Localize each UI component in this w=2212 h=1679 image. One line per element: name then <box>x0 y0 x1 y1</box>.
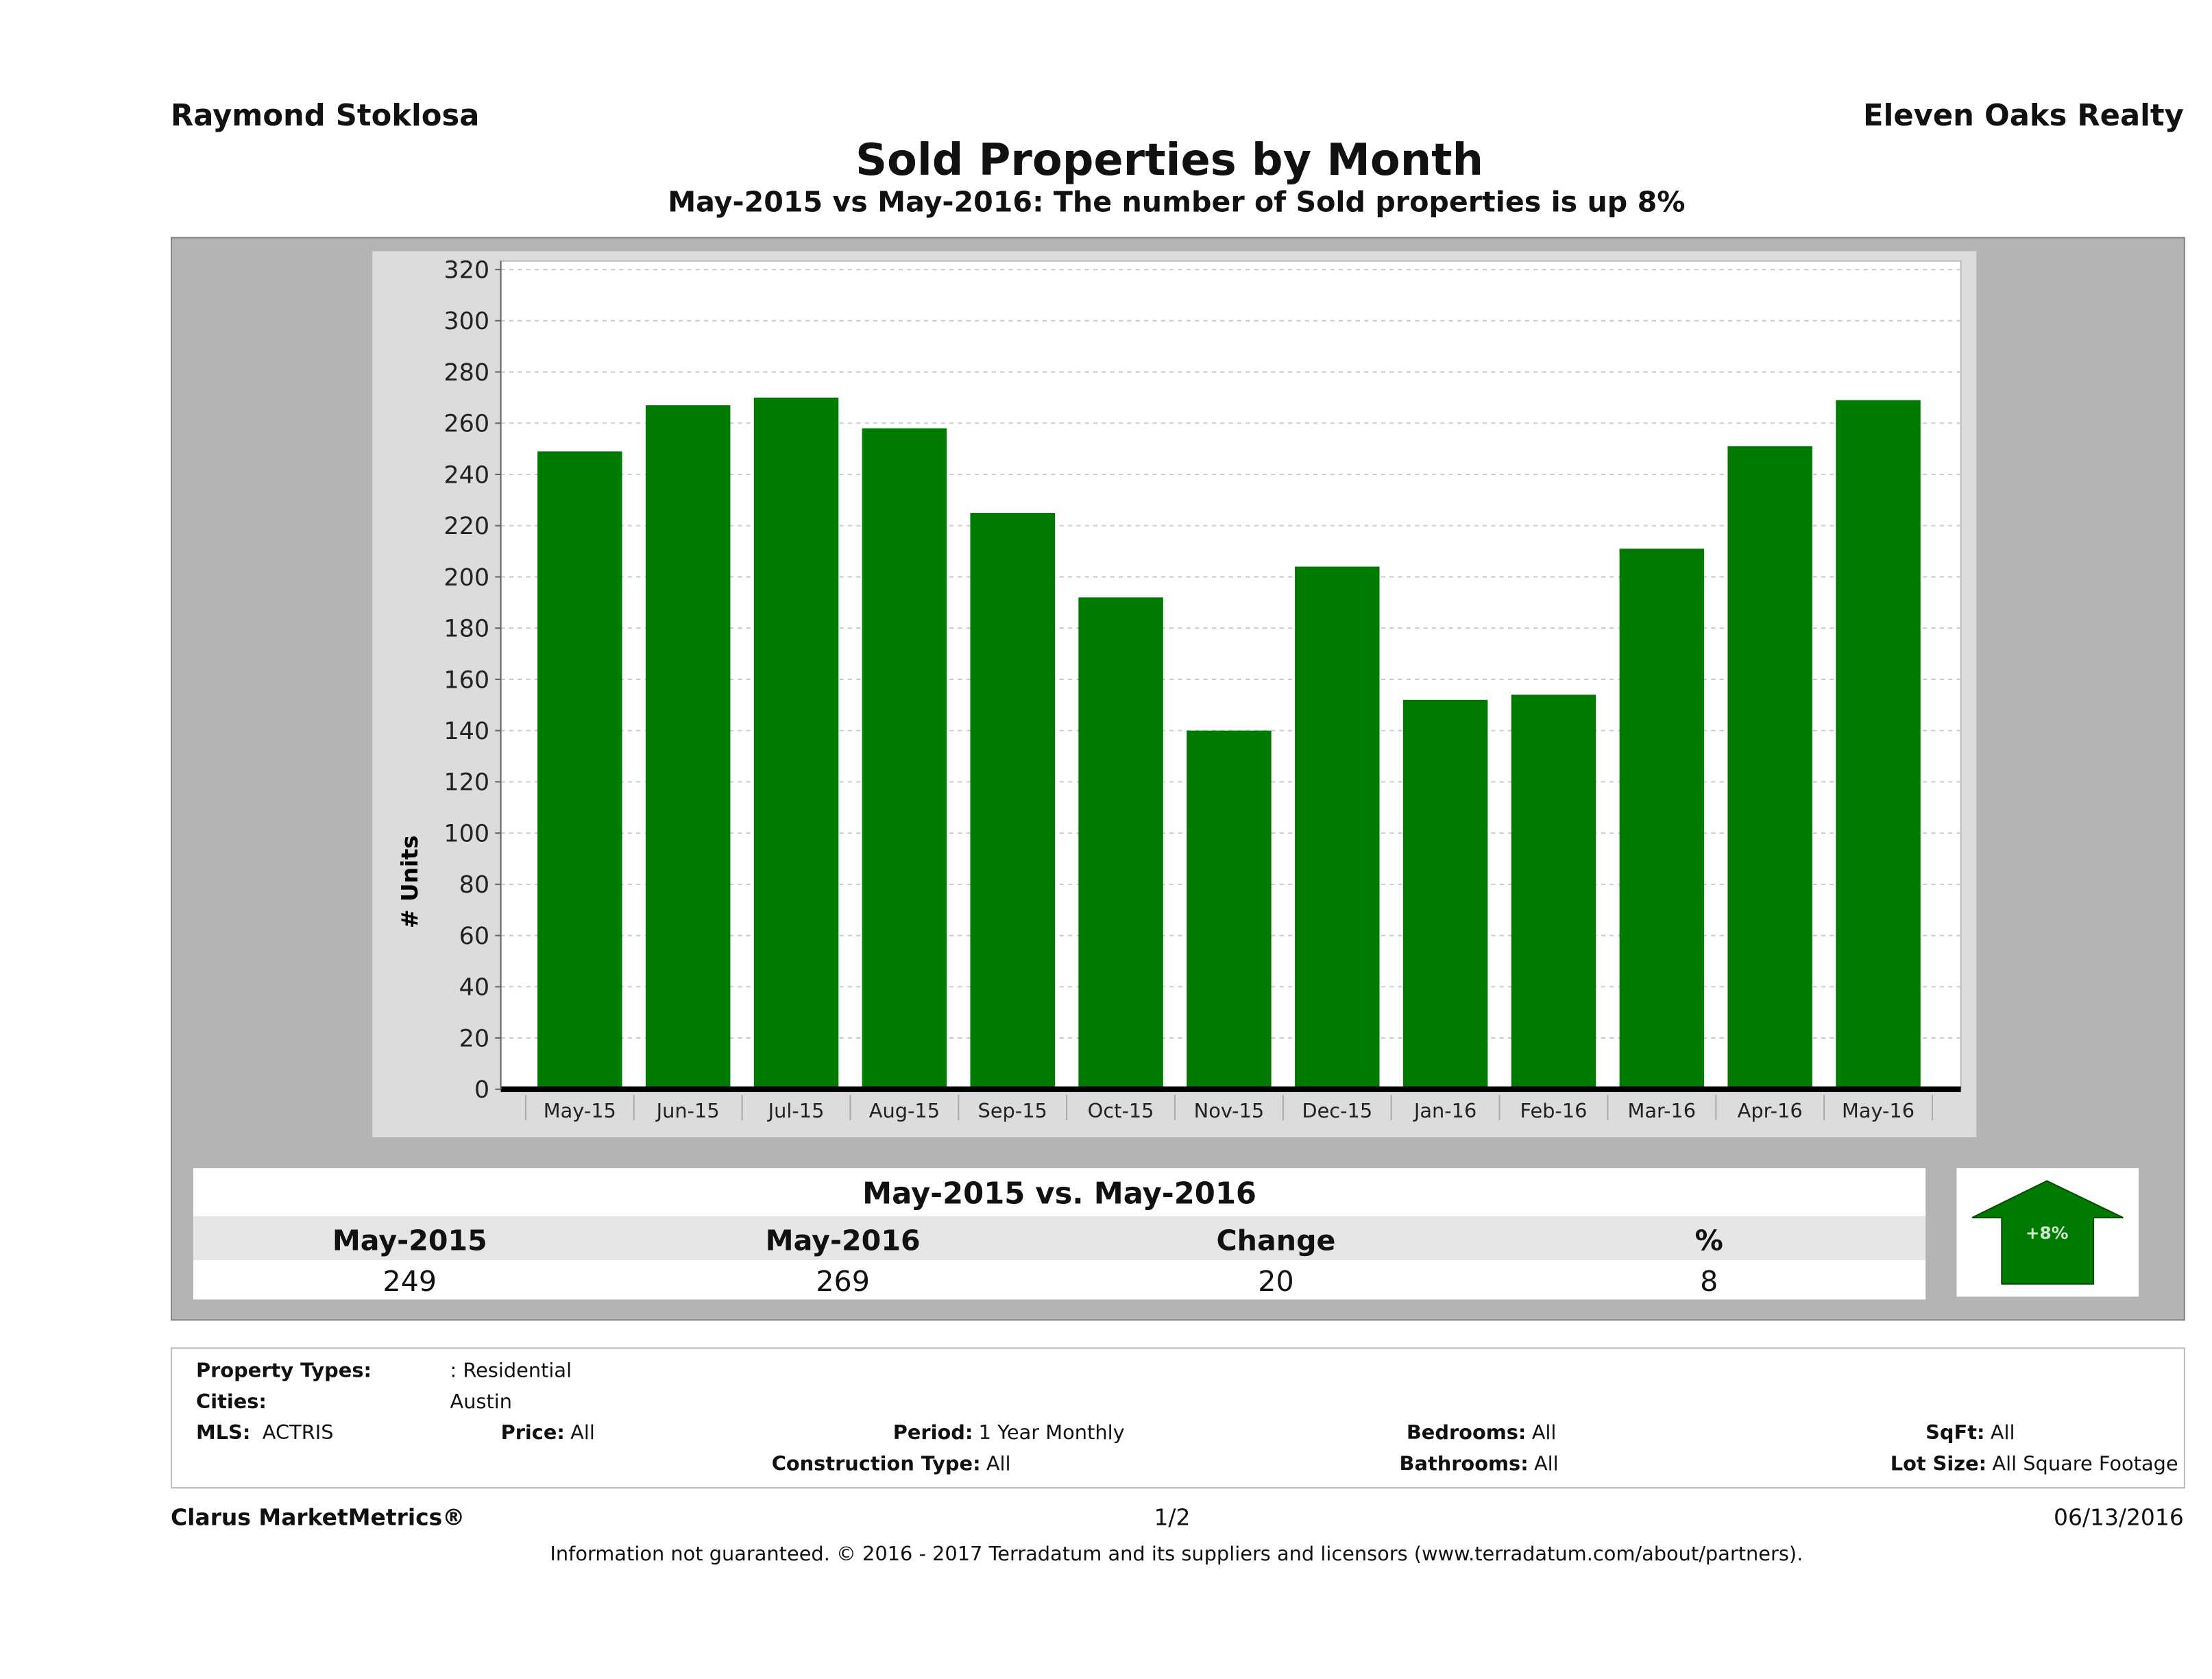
bar <box>1511 694 1596 1089</box>
filters-box: Property Types: : Residential Cities: Au… <box>171 1347 2185 1489</box>
y-tick-label: 140 <box>443 718 489 745</box>
x-tick-label: Oct-15 <box>1088 1099 1154 1122</box>
bar <box>753 397 839 1089</box>
filter-label: Lot Size: <box>1890 1453 1987 1476</box>
x-tick-label: Sep-15 <box>978 1099 1047 1122</box>
summary-header-row: May-2015 May-2016 Change % <box>193 1216 1926 1260</box>
x-tick-label: May-15 <box>544 1099 616 1122</box>
change-badge: +8% <box>1956 1168 2139 1297</box>
x-tick-label: Aug-15 <box>869 1099 940 1122</box>
report-date: 06/13/2016 <box>2053 1503 2184 1531</box>
y-tick-label: 120 <box>443 769 489 797</box>
bar <box>1727 446 1812 1089</box>
filter-label: MLS: <box>196 1422 251 1445</box>
agent-name: Raymond Stoklosa <box>171 99 480 133</box>
filter-value: All <box>1533 1453 1559 1476</box>
x-tick-label: Mar-16 <box>1628 1099 1697 1122</box>
summary-value: 269 <box>816 1264 870 1298</box>
x-tick-label: Dec-15 <box>1302 1099 1372 1122</box>
filter-label: Property Types: <box>196 1360 372 1383</box>
filter-label: Bedrooms: <box>1406 1422 1527 1445</box>
filter-label: Period: <box>892 1422 973 1445</box>
x-tick-label: Jun-15 <box>655 1099 720 1122</box>
arrow-up-icon: +8% <box>1971 1180 2124 1285</box>
bar <box>1619 548 1705 1089</box>
filter-value: All <box>1990 1422 2015 1445</box>
y-tick-label: 60 <box>459 923 490 950</box>
bar <box>862 428 947 1089</box>
bar <box>1836 400 1921 1089</box>
summary-value: 8 <box>1700 1264 1718 1298</box>
filter-value: All <box>986 1453 1011 1476</box>
y-tick-label: 80 <box>459 871 490 899</box>
bar <box>645 405 731 1089</box>
bar <box>970 513 1055 1089</box>
summary-value: 20 <box>1258 1264 1294 1298</box>
y-tick-label: 160 <box>443 666 489 694</box>
x-tick-label: Nov-15 <box>1194 1099 1264 1122</box>
y-tick-label: 0 <box>474 1076 489 1104</box>
bar <box>1402 699 1488 1089</box>
summary-header: May-2015 <box>332 1223 487 1257</box>
page-number: 1/2 <box>1154 1503 1191 1531</box>
y-tick-label: 320 <box>443 256 489 284</box>
page-title: Sold Properties by Month <box>855 135 1484 186</box>
summary-title: May-2015 vs. May-2016 <box>193 1168 1926 1216</box>
page-subtitle: May-2015 vs May-2016: The number of Sold… <box>668 184 1686 219</box>
summary-header: % <box>1694 1223 1723 1257</box>
filter-label: Construction Type: <box>771 1453 981 1476</box>
filter-value: All Square Footage <box>1992 1453 2178 1476</box>
x-tick-label: Feb-16 <box>1520 1099 1587 1122</box>
filter-value: ACTRIS <box>262 1422 334 1445</box>
filter-label: Cities: <box>196 1391 267 1414</box>
x-tick-label: Jul-15 <box>767 1099 825 1122</box>
filter-label: Price: <box>500 1422 565 1445</box>
y-tick-label: 180 <box>443 616 489 643</box>
filter-value: 1 Year Monthly <box>978 1422 1125 1445</box>
bar-chart: 0 20 40 60 80 100 120 140 160 180 200 220 240 260 280 3… <box>396 256 1962 1122</box>
y-tick-label: 20 <box>459 1025 490 1052</box>
y-tick-label: 260 <box>443 411 489 438</box>
x-tick-label: May-16 <box>1842 1099 1915 1122</box>
bar <box>1295 566 1380 1089</box>
filter-value: All <box>570 1422 595 1445</box>
filter-value: Austin <box>450 1391 513 1414</box>
disclaimer: Information not guaranteed. © 2016 - 201… <box>550 1543 1803 1567</box>
summary-header: Change <box>1216 1223 1336 1257</box>
change-badge-label: +8% <box>2026 1223 2069 1243</box>
y-tick-label: 300 <box>443 308 489 335</box>
x-tick-label: Apr-16 <box>1738 1099 1803 1122</box>
x-tick-label: Jan-16 <box>1413 1099 1476 1122</box>
bar <box>1187 730 1272 1089</box>
summary-table: May-2015 vs. May-2016 May-2015 May-2016 … <box>193 1168 1926 1300</box>
summary-value: 249 <box>382 1264 437 1298</box>
summary-header: May-2016 <box>765 1223 921 1257</box>
filter-label: SqFt: <box>1925 1422 1985 1445</box>
y-tick-label: 40 <box>459 974 490 1002</box>
bar <box>1078 597 1163 1089</box>
filter-value: All <box>1531 1422 1557 1445</box>
bar <box>537 451 622 1089</box>
company-name: Eleven Oaks Realty <box>1863 99 2184 133</box>
y-tick-label: 240 <box>443 461 489 489</box>
y-axis-label: # Units <box>396 835 423 928</box>
y-tick-label: 220 <box>443 513 489 540</box>
brand-label: Clarus MarketMetrics® <box>171 1503 465 1531</box>
y-tick-label: 280 <box>443 359 489 387</box>
filter-value: : Residential <box>450 1360 572 1383</box>
y-tick-label: 200 <box>443 564 489 592</box>
y-tick-label: 100 <box>443 820 489 847</box>
summary-values-row: 249 269 20 8 <box>193 1259 1926 1300</box>
filter-label: Bathrooms: <box>1399 1453 1529 1476</box>
